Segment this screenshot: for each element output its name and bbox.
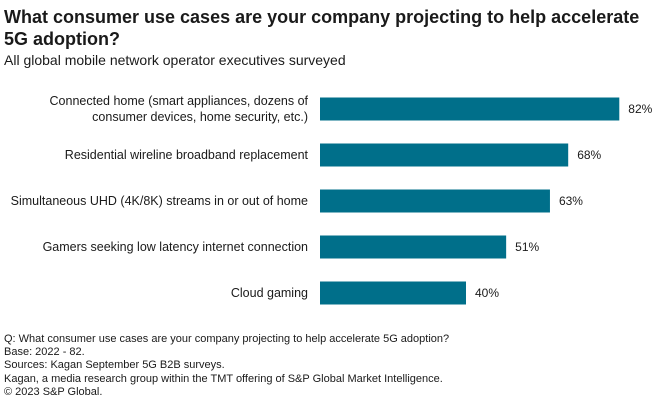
value-label-3: 51% [515,240,539,254]
chart-title: What consumer use cases are your company… [4,7,640,49]
bar-0 [320,97,620,121]
category-label-0-0: Connected home (smart appliances, dozens… [50,94,309,108]
value-label-0: 82% [628,102,652,116]
bar-chart: 82% Connected home (smart appliances, doz… [11,94,653,305]
chart-subtitle: All global mobile network operator execu… [4,52,346,68]
chart-footer: Q: What consumer use cases are your comp… [4,333,449,399]
category-label-1-0: Residential wireline broadband replaceme… [65,148,309,162]
value-label-4: 40% [475,286,499,300]
category-label-4-0: Cloud gaming [231,286,308,300]
footer-publisher: Kagan, a media research group within the… [4,372,443,385]
category-label-3-0: Gamers seeking low latency internet conn… [43,240,308,254]
footer-base: Base: 2022 - 82. [4,346,85,359]
bar-4 [320,281,466,305]
value-label-2: 63% [559,194,583,208]
footer-question: Q: What consumer use cases are your comp… [4,333,450,345]
category-label-0-1: consumer devices, home security, etc.) [92,110,308,124]
bar-3 [320,235,507,259]
category-label-2-0: Simultaneous UHD (4K/8K) streams in or o… [11,194,308,208]
value-label-1: 68% [577,148,601,162]
footer-copyright: © 2023 S&P Global. [4,385,103,398]
bar-2 [320,189,550,213]
bar-1 [320,143,569,167]
footer-sources: Sources: Kagan September 5G B2B surveys. [4,359,225,372]
